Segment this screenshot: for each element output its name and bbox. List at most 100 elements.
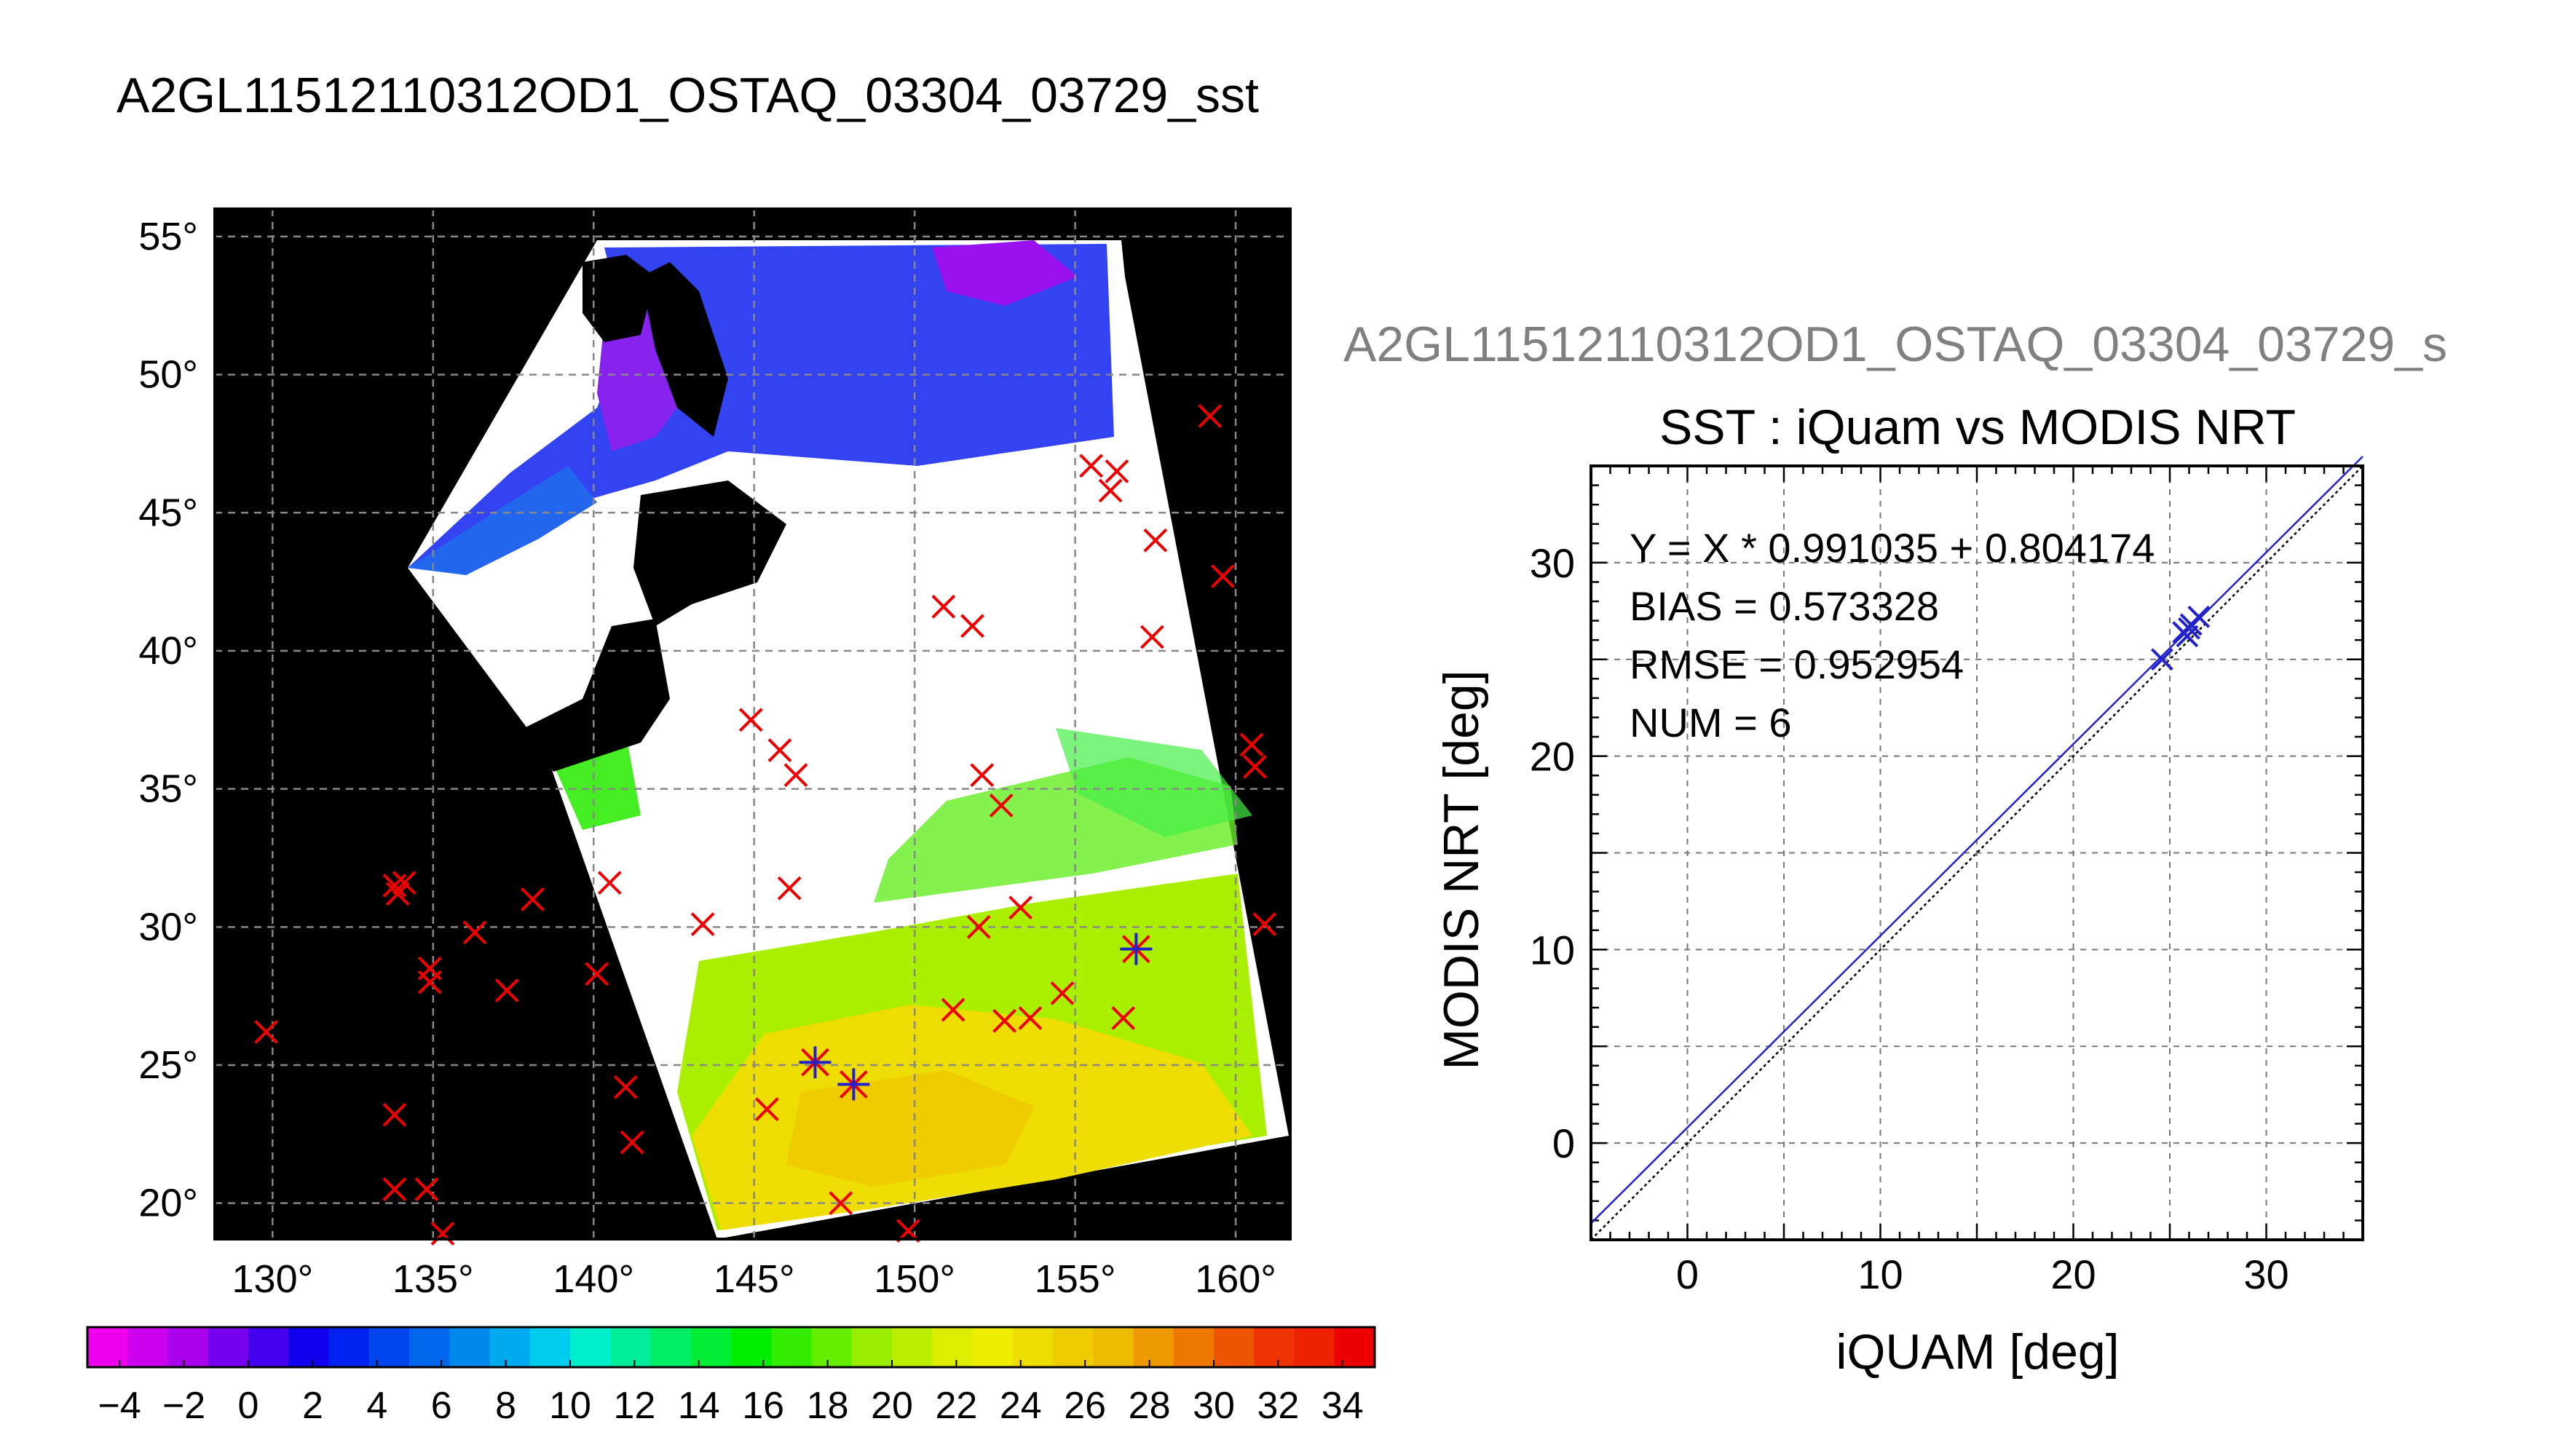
colorbar-tick-label: 16 bbox=[742, 1385, 784, 1427]
iquam-point bbox=[597, 871, 622, 895]
iquam-point bbox=[254, 1020, 278, 1044]
iquam-point bbox=[1111, 1006, 1136, 1030]
colorbar-segment bbox=[731, 1327, 772, 1367]
iquam-point bbox=[1252, 912, 1277, 936]
colorbar-tick-label: 26 bbox=[1064, 1385, 1106, 1427]
sst-warm-patch bbox=[786, 1070, 1034, 1187]
colorbar-tick-label: 28 bbox=[1129, 1385, 1171, 1427]
colorbar-segment bbox=[1133, 1327, 1174, 1367]
plot-border bbox=[1590, 464, 2364, 1241]
iquam-point bbox=[960, 614, 984, 638]
lon-tick-label: 130° bbox=[232, 1257, 314, 1301]
lat-tick-label: 20° bbox=[138, 1182, 198, 1225]
iquam-point bbox=[1018, 1006, 1043, 1030]
colorbar-segment bbox=[489, 1327, 531, 1367]
iquam-point bbox=[941, 997, 965, 1022]
colorbar-segment bbox=[449, 1327, 490, 1367]
iquam-point bbox=[992, 1008, 1017, 1033]
colorbar-tick-label: 32 bbox=[1257, 1385, 1299, 1427]
iquam-point bbox=[777, 876, 802, 901]
iquam-point bbox=[494, 978, 519, 1002]
page-title: A2GL11512110312OD1_OSTAQ_03304_03729_sst bbox=[117, 68, 1259, 123]
colorbar-segment bbox=[409, 1327, 450, 1367]
lat-tick-label: 55° bbox=[138, 215, 198, 258]
x-tick-label: 10 bbox=[1857, 1251, 1903, 1297]
colorbar-segment bbox=[1214, 1327, 1255, 1367]
iquam-point bbox=[931, 594, 956, 619]
land-hokkaido bbox=[633, 480, 786, 626]
colorbar-tick-label: −4 bbox=[98, 1385, 141, 1427]
lon-tick-label: 150° bbox=[874, 1257, 955, 1301]
y-tick-label: 0 bbox=[1552, 1120, 1575, 1166]
lon-tick-label: 140° bbox=[553, 1257, 634, 1301]
scatter-overlay-title: A2GL11512110312OD1_OSTAQ_03304_03729_s bbox=[1343, 317, 2447, 372]
iquam-point bbox=[462, 920, 487, 945]
sst-green-patch-3 bbox=[1056, 728, 1252, 837]
scatter-point bbox=[2150, 648, 2173, 671]
iquam-point bbox=[1198, 404, 1223, 428]
iquam-point bbox=[767, 738, 792, 762]
colorbar-segment bbox=[87, 1327, 128, 1367]
iquam-point bbox=[521, 887, 545, 911]
colorbar-segment bbox=[811, 1327, 853, 1367]
iquam-point bbox=[738, 708, 763, 732]
y-tick-label: 10 bbox=[1530, 927, 1575, 973]
colorbar-segment bbox=[972, 1327, 1014, 1367]
iquam-point bbox=[1008, 895, 1033, 920]
colorbar-border bbox=[86, 1326, 1376, 1369]
land-sakhalin-north bbox=[583, 255, 655, 342]
map-border bbox=[213, 207, 1292, 1241]
x-axis-label: iQUAM [deg] bbox=[1836, 1324, 2119, 1380]
lat-tick-label: 45° bbox=[138, 491, 198, 534]
land-honshu bbox=[524, 619, 670, 772]
colorbar: −4 −2 0 2 4 6 8 10 12 14 16 18 20 22 24 26 28 30 32 34 bbox=[86, 1326, 1376, 1427]
colorbar-tick-label: −2 bbox=[162, 1385, 205, 1427]
colorbar-tick-label: 10 bbox=[549, 1385, 591, 1427]
iquam-point bbox=[1210, 564, 1235, 588]
sst-map: 130° 135° 140° 145° 150° 155° 160° 55° 50° 45° 40°… bbox=[138, 207, 1292, 1301]
colorbar-segment bbox=[1012, 1327, 1054, 1367]
colorbar-tick-label: 8 bbox=[495, 1385, 516, 1427]
iquam-point bbox=[989, 793, 1014, 818]
iquam-point bbox=[1143, 528, 1168, 553]
scatter-title: SST : iQuam vs MODIS NRT bbox=[1659, 400, 2296, 455]
iquam-point bbox=[1079, 454, 1104, 478]
lat-tick-label: 35° bbox=[138, 767, 198, 811]
iquam-point bbox=[966, 914, 991, 939]
colorbar-segment bbox=[167, 1327, 209, 1367]
iquam-point bbox=[783, 763, 808, 788]
iquam-point bbox=[1105, 459, 1129, 483]
x-tick-label: 20 bbox=[2050, 1251, 2096, 1297]
stat-line: Y = X * 0.991035 + 0.804174 bbox=[1630, 525, 2155, 571]
lon-tick-label: 145° bbox=[714, 1257, 795, 1301]
colorbar-tick-label: 2 bbox=[302, 1385, 323, 1427]
colorbar-segment bbox=[610, 1327, 651, 1367]
colorbar-tick-label: 22 bbox=[935, 1385, 977, 1427]
y-tick-label: 20 bbox=[1530, 734, 1575, 780]
colorbar-tick-label: 6 bbox=[431, 1385, 452, 1427]
colorbar-segment bbox=[248, 1327, 289, 1367]
lat-tick-label: 40° bbox=[138, 629, 198, 673]
iquam-point bbox=[392, 871, 416, 895]
iquam-point bbox=[414, 1177, 439, 1202]
colorbar-segment bbox=[650, 1327, 692, 1367]
identity-line bbox=[1590, 465, 2364, 1241]
colorbar-tick-label: 14 bbox=[678, 1385, 720, 1427]
iquam-point bbox=[690, 912, 715, 936]
colorbar-segment bbox=[892, 1327, 933, 1367]
colorbar-segment bbox=[127, 1327, 168, 1367]
iquam-point bbox=[1239, 732, 1264, 757]
colorbar-tick-label: 24 bbox=[1000, 1385, 1042, 1427]
iquam-point bbox=[1098, 478, 1123, 503]
iquam-point bbox=[620, 1130, 644, 1155]
iquam-point bbox=[382, 1177, 407, 1202]
iquam-point bbox=[613, 1075, 638, 1099]
iquam-point bbox=[754, 1097, 779, 1122]
lon-tick-label: 155° bbox=[1035, 1257, 1116, 1301]
colorbar-segment bbox=[932, 1327, 973, 1367]
colorbar-segment bbox=[570, 1327, 611, 1367]
lon-tick-label: 135° bbox=[392, 1257, 474, 1301]
colorbar-tick-label: 20 bbox=[871, 1385, 913, 1427]
